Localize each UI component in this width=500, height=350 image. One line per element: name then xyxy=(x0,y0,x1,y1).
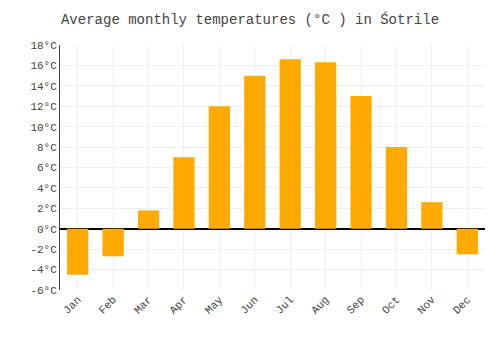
svg-text:6°C: 6°C xyxy=(37,162,57,174)
svg-text:Mar: Mar xyxy=(132,294,154,316)
svg-text:Nov: Nov xyxy=(415,294,438,317)
svg-text:Apr: Apr xyxy=(167,294,189,316)
svg-text:18°C: 18°C xyxy=(30,40,57,52)
svg-text:Jan: Jan xyxy=(61,294,83,316)
svg-text:2°C: 2°C xyxy=(37,203,57,215)
svg-text:12°C: 12°C xyxy=(30,101,57,113)
svg-text:May: May xyxy=(203,294,226,317)
svg-text:10°C: 10°C xyxy=(30,122,57,134)
svg-text:Aug: Aug xyxy=(309,294,331,316)
svg-text:-6°C: -6°C xyxy=(30,285,57,297)
svg-text:-2°C: -2°C xyxy=(30,244,57,256)
svg-text:16°C: 16°C xyxy=(30,60,57,72)
svg-text:4°C: 4°C xyxy=(37,183,57,195)
svg-text:-4°C: -4°C xyxy=(30,264,57,276)
svg-text:8°C: 8°C xyxy=(37,142,57,154)
svg-text:14°C: 14°C xyxy=(30,81,57,93)
svg-text:Sep: Sep xyxy=(345,294,367,316)
svg-text:Feb: Feb xyxy=(97,294,119,316)
svg-text:0°C: 0°C xyxy=(37,224,57,236)
svg-text:Jun: Jun xyxy=(238,294,260,316)
svg-text:Oct: Oct xyxy=(380,294,402,316)
svg-text:Average monthly temperatures (: Average monthly temperatures (°C ) in Śo… xyxy=(61,11,439,28)
svg-text:Jul: Jul xyxy=(274,294,296,316)
svg-text:Dec: Dec xyxy=(451,294,473,316)
